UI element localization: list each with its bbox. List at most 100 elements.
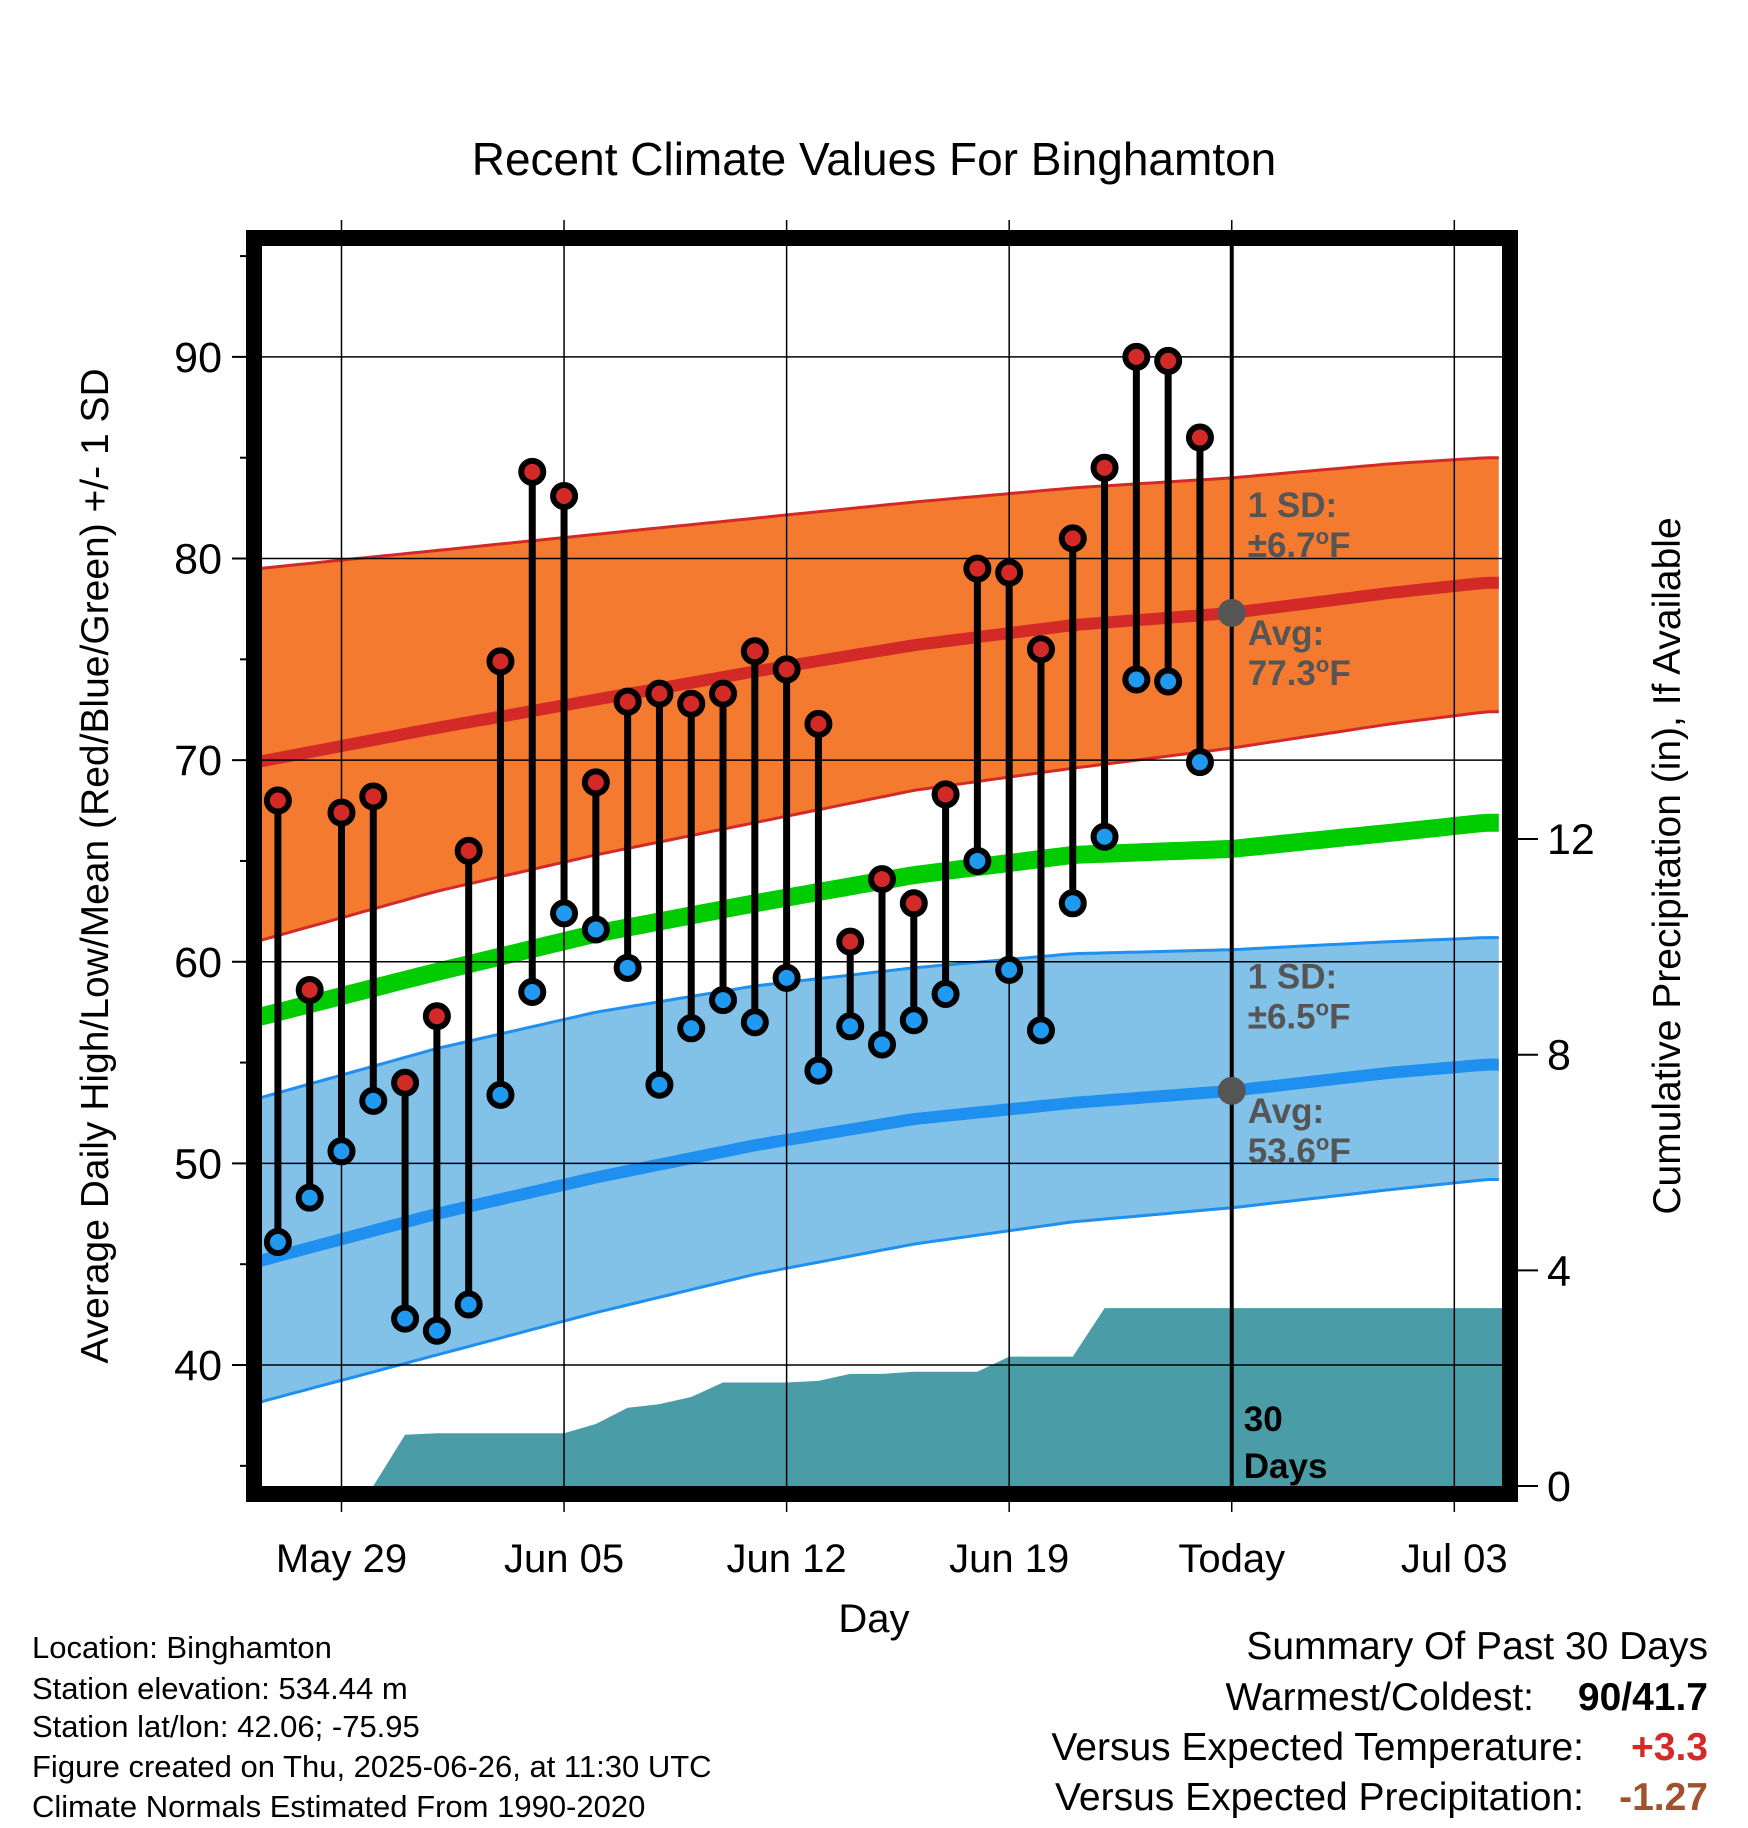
daily-high-point (963, 554, 992, 583)
high-avg-value: 77.3oF (1248, 652, 1351, 693)
daily-low-point (1026, 1016, 1055, 1045)
daily-low-point (836, 1012, 865, 1041)
y-tick-label: 60 (174, 939, 222, 987)
daily-low-point (391, 1304, 420, 1333)
low-avg-value: 53.6oF (1248, 1130, 1351, 1171)
daily-low-point (295, 1183, 324, 1212)
info-location: Location: Binghamton (32, 1630, 332, 1665)
daily-high-point (613, 687, 642, 716)
daily-high-point (391, 1068, 420, 1097)
daily-high-point (1026, 635, 1055, 664)
low-sd-value: ±6.5oF (1248, 996, 1351, 1037)
y-tick-label: 50 (174, 1140, 222, 1188)
daily-high-point (327, 798, 356, 827)
warm-cold-label: Warmest/Coldest: (1225, 1676, 1534, 1719)
precip-label: Versus Expected Precipitation: (1055, 1776, 1584, 1819)
daily-low-point (613, 953, 642, 982)
daily-high-point (772, 655, 801, 684)
y-tick-label: 80 (174, 536, 222, 584)
daily-low-point (868, 1030, 896, 1059)
daily-high-point (836, 927, 865, 956)
y2-tick-label: 4 (1547, 1247, 1571, 1295)
daily-high-point (295, 976, 324, 1004)
daily-low-point (740, 1008, 769, 1037)
days-label-word: Days (1244, 1447, 1328, 1486)
daily-high-point (868, 865, 896, 894)
daily-low-point (518, 978, 547, 1007)
daily-high-point (518, 457, 547, 486)
daily-high-point (581, 768, 610, 797)
daily-low-point (677, 1014, 706, 1043)
daily-high-point (740, 637, 769, 666)
x-tick-label: Today (1178, 1537, 1285, 1581)
warm-cold-value: 90/41.7 (1577, 1676, 1708, 1719)
daily-high-point (454, 836, 483, 865)
daily-high-point (550, 482, 579, 511)
daily-high-point (1122, 342, 1151, 371)
x-tick-label: May 29 (276, 1537, 407, 1581)
y2-tick-label: 0 (1547, 1463, 1571, 1511)
daily-low-point (550, 899, 579, 928)
x-tick-label: Jul 03 (1401, 1537, 1508, 1581)
daily-high-point (1090, 453, 1119, 482)
daily-high-point (995, 558, 1024, 587)
x-tick-label: Jun 19 (949, 1537, 1069, 1581)
daily-high-point (1058, 524, 1087, 553)
y2-axis-label: Cumulative Precipitation (in), If Availa… (1646, 517, 1689, 1214)
daily-high-point (709, 679, 738, 708)
daily-high-point (804, 709, 833, 738)
daily-low-point (1154, 667, 1183, 696)
daily-low-point (963, 846, 992, 875)
y-tick-label: 70 (174, 737, 222, 785)
temp-value: +3.3 (1631, 1726, 1708, 1769)
y-tick-label: 40 (174, 1342, 222, 1390)
daily-high-point (263, 786, 292, 815)
daily-low-point (645, 1070, 674, 1099)
daily-low-point (454, 1290, 483, 1319)
high-sd-value: ±6.7oF (1248, 524, 1351, 565)
daily-low-point (486, 1080, 515, 1109)
info-latlon: Station lat/lon: 42.06; -75.95 (32, 1709, 420, 1744)
low-sd-label: 1 SD: (1248, 958, 1337, 997)
daily-low-point (709, 986, 738, 1015)
x-axis-label: Day (838, 1597, 909, 1641)
info-elevation: Station elevation: 534.44 m (32, 1671, 408, 1706)
summary-title: Summary Of Past 30 Days (1246, 1625, 1708, 1668)
low-avg-label: Avg: (1248, 1092, 1324, 1131)
daily-low-point (422, 1316, 451, 1345)
daily-low-point (899, 1006, 928, 1035)
high-avg-label: Avg: (1248, 614, 1324, 653)
daily-low-point (804, 1056, 833, 1085)
low-sd-lower-edge (262, 1178, 1499, 1404)
info-normals: Climate Normals Estimated From 1990-2020 (32, 1789, 646, 1824)
daily-low-point (581, 915, 610, 944)
avg-high-line (262, 576, 1499, 768)
daily-high-point (486, 647, 515, 676)
daily-high-point (931, 780, 960, 809)
daily-high-point (677, 689, 706, 718)
temp-label: Versus Expected Temperature: (1051, 1726, 1584, 1769)
today-avg-high-marker (1217, 598, 1246, 627)
high-sd-upper-edge (262, 456, 1499, 570)
daily-low-point (1058, 889, 1087, 918)
daily-high-point (899, 889, 928, 918)
daily-high-point (359, 782, 388, 811)
daily-high-point (1154, 346, 1183, 375)
precip-area (277, 1308, 1502, 1486)
daily-low-point (931, 980, 960, 1009)
y-axis-label: Average Daily High/Low/Mean (Red/Blue/Gr… (74, 368, 117, 1363)
today-avg-low-marker (1217, 1076, 1246, 1105)
daily-low-point (772, 963, 801, 992)
summary-temperature: Versus Expected Temperature: +3.3 (1051, 1728, 1708, 1767)
high-sd-label: 1 SD: (1248, 486, 1337, 525)
low-sd-band (262, 937, 1499, 1402)
info-created: Figure created on Thu, 2025-06-26, at 11… (32, 1749, 712, 1784)
y2-tick-label: 8 (1547, 1032, 1571, 1080)
y2-tick-label: 12 (1547, 816, 1595, 864)
chart-title: Recent Climate Values For Binghamton (472, 133, 1277, 185)
x-tick-label: Jun 05 (504, 1537, 624, 1581)
summary-warm-cold: Warmest/Coldest: 90/41.7 (1226, 1678, 1708, 1717)
daily-high-point (422, 1002, 451, 1031)
plot-frame (246, 230, 1518, 1502)
daily-low-point (359, 1086, 388, 1115)
